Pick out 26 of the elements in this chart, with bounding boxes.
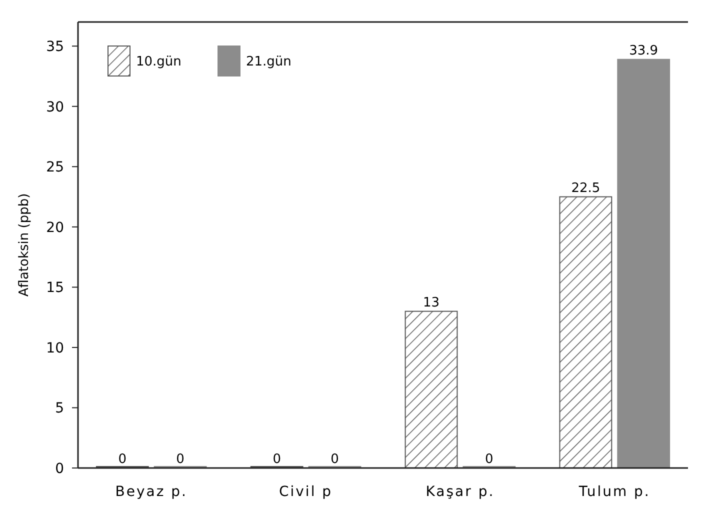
data-label: 13	[422, 295, 440, 310]
bar	[617, 58, 670, 468]
data-label: 22.5	[571, 180, 600, 196]
data-label: 0	[330, 452, 339, 467]
x-tick-label: Kaşar p.	[426, 484, 495, 500]
y-tick-label: 0	[55, 460, 64, 477]
data-label: 0	[272, 452, 281, 467]
data-label: 0	[485, 452, 494, 467]
bar	[559, 196, 612, 468]
y-tick-label: 20	[46, 220, 64, 236]
data-label: 0	[118, 452, 127, 467]
y-axis-title: Aflatoksin (ppb)	[17, 193, 32, 297]
y-tick-label: 35	[46, 39, 64, 56]
legend-label: 10.gün	[136, 54, 182, 70]
bar	[404, 310, 458, 468]
data-label: 0	[176, 452, 184, 467]
legend-label: 21.gün	[246, 54, 292, 70]
data-label: 33.9	[629, 43, 658, 58]
y-tick-label: 30	[46, 99, 64, 116]
y-tick-label: 10	[46, 340, 64, 356]
x-tick-label: Beyaz p.	[115, 484, 188, 500]
y-tick-label: 5	[55, 400, 64, 417]
x-tick-label: Civil p	[278, 484, 333, 500]
y-tick-label: 15	[46, 280, 64, 296]
x-tick-label: Tulum p.	[578, 484, 650, 500]
y-tick-label: 25	[46, 160, 64, 176]
